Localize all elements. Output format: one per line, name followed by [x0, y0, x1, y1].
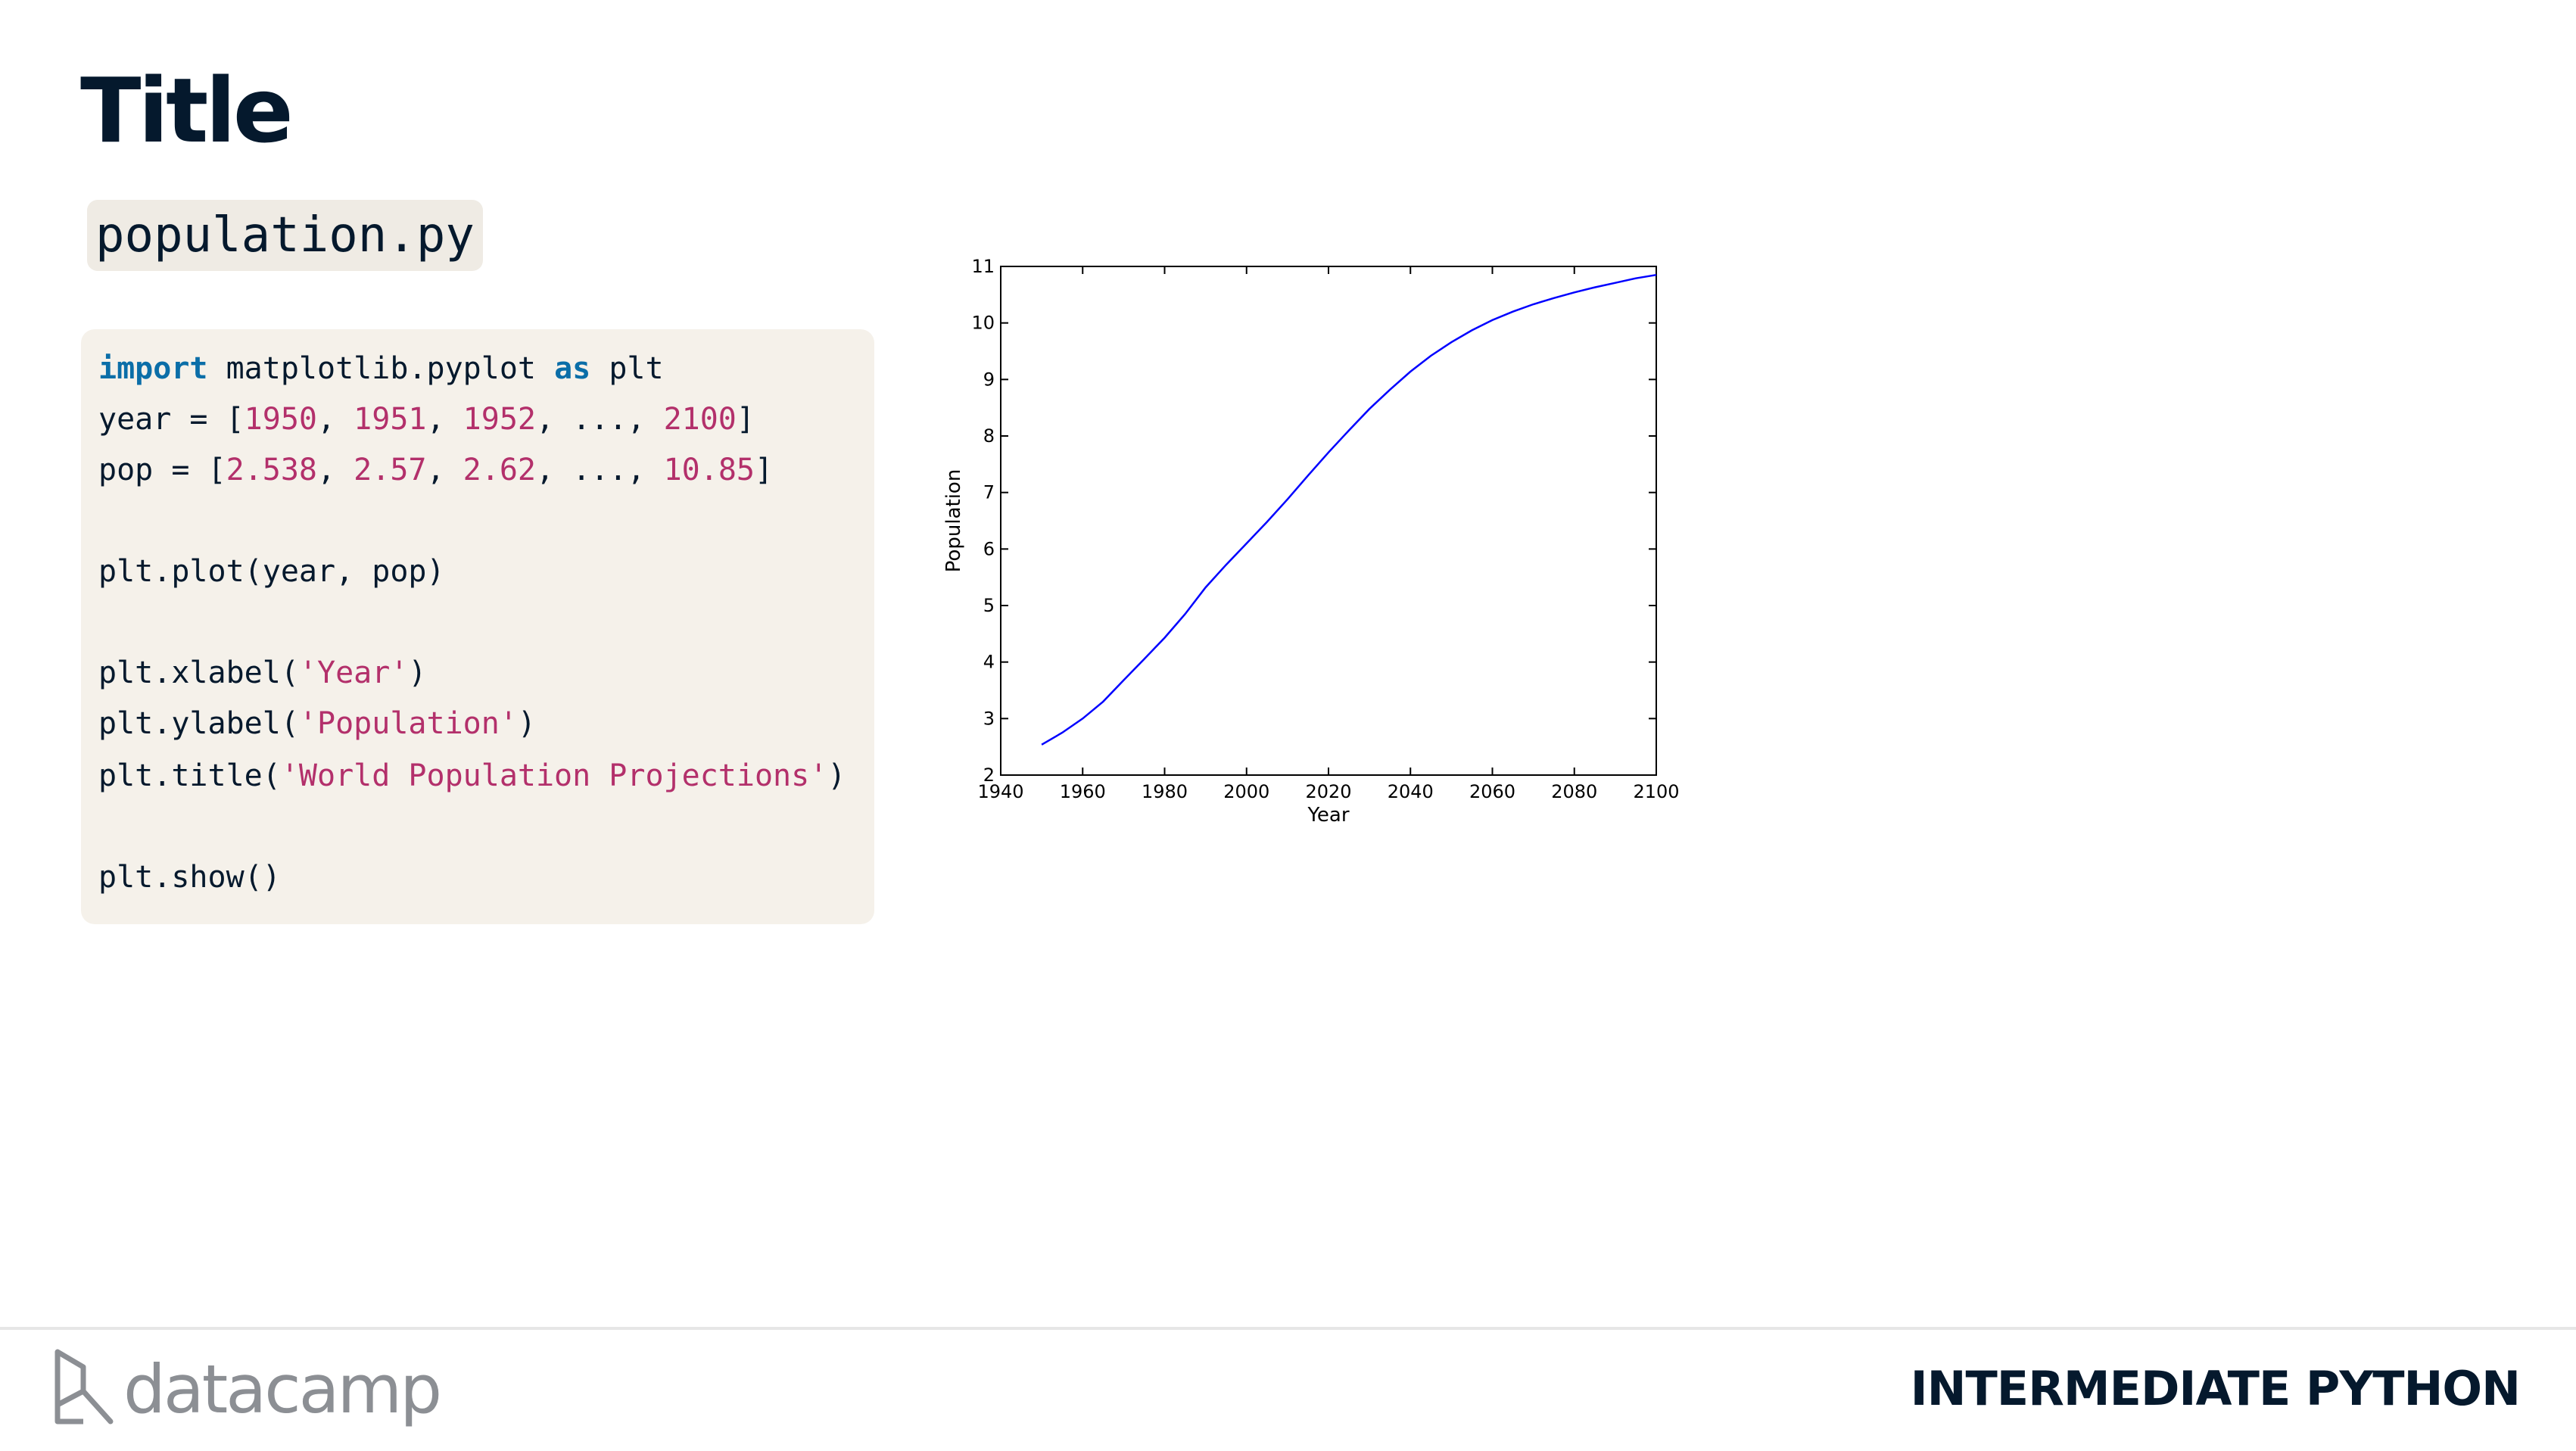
series-line	[1041, 273, 1657, 746]
x-tick-label: 1980	[1142, 781, 1188, 802]
course-title: INTERMEDIATE PYTHON	[1910, 1361, 2521, 1416]
code-literal: 'Year'	[298, 655, 409, 690]
brand-name: datacamp	[123, 1350, 442, 1428]
x-tick-label: 2100	[1633, 781, 1679, 802]
code-text: ]	[736, 402, 755, 437]
y-tick-label: 8	[983, 425, 995, 447]
code-text: )	[408, 655, 427, 690]
y-tick-label: 2	[983, 764, 995, 786]
x-tick-label: 1960	[1060, 781, 1106, 802]
code-text: plt.ylabel(	[98, 706, 299, 741]
y-tick-label: 6	[983, 538, 995, 559]
code-line: pop = [2.538, 2.57, 2.62, ..., 10.85]	[98, 450, 773, 490]
code-text: plt.xlabel(	[98, 655, 299, 690]
code-line: plt.show()	[98, 858, 281, 897]
code-text: ,	[317, 453, 354, 487]
x-tick-label: 2020	[1305, 781, 1351, 802]
code-literal: 'Population'	[298, 706, 518, 741]
code-line: plt.plot(year, pop)	[98, 552, 445, 591]
chart-svg: 1940 1960 1980 2000 2020 2040 2060 2080 2100 2 3 4 5…	[942, 256, 1680, 827]
x-tick-label: 2080	[1551, 781, 1597, 802]
code-block: import matplotlib.pyplot as plt year = [1…	[81, 329, 874, 924]
x-tick-label: 1940	[977, 781, 1023, 802]
code-text: matplotlib.pyplot	[207, 351, 555, 386]
code-keyword: import	[98, 351, 208, 386]
code-literal: 2.57	[354, 453, 427, 487]
code-text: plt.title(	[98, 758, 281, 793]
code-text: )	[827, 758, 846, 793]
x-tick-label: 2060	[1469, 781, 1515, 802]
code-literal: 10.85	[663, 453, 755, 487]
code-literal: 1950	[244, 402, 317, 437]
code-literal: 1952	[463, 402, 536, 437]
code-text: pop = [	[98, 453, 226, 487]
code-literal: 'World Population Projections'	[280, 758, 828, 793]
code-text: ,	[316, 402, 354, 437]
code-text: ,	[426, 402, 463, 437]
y-tick-label: 11	[971, 256, 995, 277]
code-keyword: as	[554, 351, 591, 386]
datacamp-logo-icon	[53, 1349, 115, 1428]
code-text: year = [	[98, 402, 245, 437]
y-tick-label: 3	[983, 708, 995, 729]
footer-divider	[0, 1327, 2576, 1330]
code-literal: 2.538	[226, 453, 317, 487]
slide-title: Title	[80, 58, 294, 163]
x-tick-label: 2040	[1388, 781, 1434, 802]
code-text: ]	[755, 453, 774, 487]
code-line: plt.title('World Population Projections'…	[98, 756, 846, 796]
code-literal: 2.62	[463, 453, 536, 487]
code-text: , ...,	[536, 453, 664, 487]
y-tick-label: 7	[983, 482, 995, 503]
filename-label: population.py	[87, 200, 483, 271]
code-text: )	[517, 706, 536, 741]
plot-frame	[1000, 266, 1657, 776]
code-literal: 1951	[354, 402, 427, 437]
code-text: plt.show()	[98, 860, 281, 895]
code-literal: 2100	[663, 402, 737, 437]
code-line: year = [1950, 1951, 1952, ..., 2100]	[98, 400, 755, 439]
x-axis-label: Year	[1307, 804, 1349, 827]
x-tick-label: 2000	[1223, 781, 1269, 802]
y-tick-label: 9	[983, 369, 995, 390]
code-text: plt.plot(year, pop)	[98, 554, 445, 589]
code-line: plt.xlabel('Year')	[98, 653, 427, 693]
y-axis-label: Population	[942, 469, 965, 573]
code-line: import matplotlib.pyplot as plt	[98, 349, 664, 388]
line-chart: 1940 1960 1980 2000 2020 2040 2060 2080 2100 2 3 4 5…	[939, 242, 1680, 848]
code-text: , ...,	[535, 402, 664, 437]
y-tick-label: 4	[983, 652, 995, 673]
code-text: ,	[426, 453, 463, 487]
code-line: plt.ylabel('Population')	[98, 704, 536, 743]
y-tick-label: 10	[971, 313, 995, 334]
code-text: plt	[590, 351, 664, 386]
y-tick-label: 5	[983, 595, 995, 616]
